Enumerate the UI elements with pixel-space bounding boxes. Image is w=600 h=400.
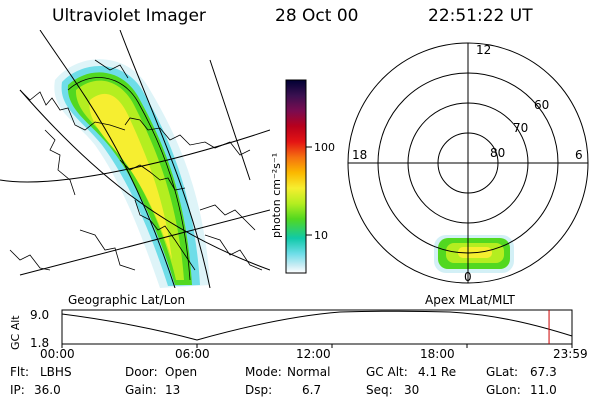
lat-label-70: 70	[513, 121, 528, 135]
date-label: 28 Oct 00	[275, 6, 359, 26]
door-label: Door:	[125, 365, 158, 379]
apex-caption: Apex MLat/MLT	[425, 293, 515, 307]
mode-value: Normal	[287, 365, 331, 379]
polar-mlt-plot: 12 18 6 0 60 70 80	[347, 42, 589, 284]
colorbar-tick-100: 100	[314, 141, 335, 154]
mlt-label-18: 18	[352, 148, 367, 162]
glon-value: 11.0	[530, 383, 557, 397]
colorbar-tick-10: 10	[314, 229, 328, 242]
seq-label: Seq:	[366, 383, 393, 397]
geographic-caption: Geographic Lat/Lon	[68, 293, 186, 307]
mlt-label-0: 0	[464, 270, 472, 284]
mlt-label-12: 12	[476, 43, 491, 57]
dsp-label: Dsp:	[245, 383, 273, 397]
colorbar-unit-label: photon cm⁻²s⁻¹	[270, 153, 283, 238]
altitude-axis-label: GC Alt	[9, 315, 22, 350]
time-tick-0600: 06:00	[175, 347, 210, 361]
gain-label: Gain:	[125, 383, 157, 397]
polar-aurora-patch	[434, 235, 514, 273]
altitude-ymin: 1.8	[30, 336, 49, 350]
lat-label-80: 80	[490, 146, 505, 160]
ip-value: 36.0	[34, 383, 61, 397]
time-tick-0000: 00:00	[40, 347, 75, 361]
mode-label: Mode:	[245, 365, 282, 379]
geographic-aurora-image	[0, 30, 270, 288]
door-value: Open	[165, 365, 198, 379]
glat-value: 67.3	[530, 365, 557, 379]
coastline-outline	[9, 59, 263, 271]
altitude-ymax: 9.0	[30, 308, 49, 322]
time-label: 22:51:22 UT	[428, 6, 533, 26]
gain-value: 13	[165, 383, 181, 397]
glat-label: GLat:	[486, 365, 519, 379]
glon-label: GLon:	[486, 383, 521, 397]
flt-label: Flt:	[10, 365, 29, 379]
time-tick-2359: 23:59	[553, 347, 588, 361]
gcalt-label: GC Alt:	[366, 365, 408, 379]
altitude-plot-frame	[61, 309, 573, 345]
time-tick-1200: 12:00	[296, 347, 331, 361]
ip-label: IP:	[10, 383, 25, 397]
seq-value: 30	[404, 383, 420, 397]
flt-value: LBHS	[40, 365, 72, 379]
colorbar-gradient	[285, 79, 307, 274]
dsp-value: 6.7	[302, 383, 322, 397]
altitude-plot: GC Alt 9.0 1.8 00:00 06:00 12:00 18:00 2…	[9, 308, 588, 361]
time-tick-1800: 18:00	[420, 347, 455, 361]
mlt-label-6: 6	[575, 148, 583, 162]
instrument-title: Ultraviolet Imager	[52, 6, 206, 26]
gcalt-value: 4.1 Re	[418, 365, 457, 379]
lat-label-60: 60	[534, 98, 549, 112]
altitude-curve	[61, 310, 573, 341]
colorbar: 100 10 photon cm⁻²s⁻¹	[270, 79, 335, 274]
